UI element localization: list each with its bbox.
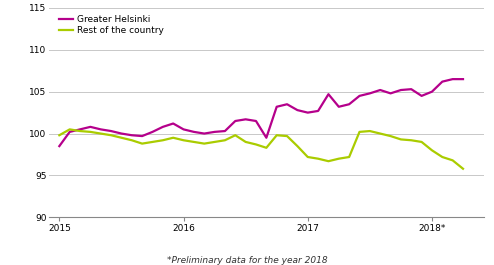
Rest of the country [460,167,466,170]
Rest of the country [98,132,104,135]
Rest of the country [87,130,93,134]
Greater Helsinki [139,134,145,138]
Line: Rest of the country: Rest of the country [59,129,463,169]
Rest of the country [408,139,414,142]
Greater Helsinki [418,94,424,98]
Greater Helsinki [108,130,114,133]
Rest of the country [284,134,290,138]
Rest of the country [201,142,207,145]
Greater Helsinki [181,128,187,131]
Rest of the country [160,139,166,142]
Rest of the country [357,130,363,134]
Greater Helsinki [67,130,73,134]
Rest of the country [232,134,238,137]
Rest of the country [367,130,373,133]
Rest of the country [336,157,342,160]
Greater Helsinki [150,130,156,134]
Legend: Greater Helsinki, Rest of the country: Greater Helsinki, Rest of the country [58,15,165,36]
Greater Helsinki [305,111,311,114]
Rest of the country [253,143,259,146]
Greater Helsinki [326,92,331,96]
Greater Helsinki [429,90,435,93]
Greater Helsinki [460,78,466,81]
Rest of the country [315,157,321,160]
Greater Helsinki [357,94,363,98]
Greater Helsinki [315,109,321,113]
Greater Helsinki [243,118,248,121]
Rest of the country [56,134,62,137]
Rest of the country [243,140,248,144]
Greater Helsinki [439,80,445,83]
Greater Helsinki [87,125,93,129]
Rest of the country [429,149,435,152]
Rest of the country [150,140,156,144]
Rest of the country [418,140,424,144]
Rest of the country [450,159,455,162]
Text: *Preliminary data for the year 2018: *Preliminary data for the year 2018 [166,256,328,265]
Greater Helsinki [77,128,83,131]
Greater Helsinki [201,132,207,135]
Greater Helsinki [408,88,414,91]
Rest of the country [263,146,269,149]
Rest of the country [222,139,228,142]
Greater Helsinki [294,109,300,112]
Rest of the country [346,155,352,158]
Greater Helsinki [388,92,394,95]
Rest of the country [129,139,135,142]
Rest of the country [181,139,187,142]
Greater Helsinki [170,122,176,125]
Greater Helsinki [263,136,269,139]
Rest of the country [211,140,217,144]
Rest of the country [326,160,331,163]
Greater Helsinki [274,105,280,108]
Greater Helsinki [98,128,104,131]
Rest of the country [191,140,197,144]
Greater Helsinki [398,89,404,92]
Greater Helsinki [119,132,124,135]
Rest of the country [77,130,83,133]
Rest of the country [439,155,445,158]
Greater Helsinki [450,78,455,81]
Rest of the country [388,134,394,138]
Greater Helsinki [253,120,259,123]
Greater Helsinki [232,120,238,123]
Greater Helsinki [346,103,352,106]
Greater Helsinki [191,130,197,134]
Rest of the country [274,134,280,137]
Greater Helsinki [129,134,135,137]
Rest of the country [119,136,124,139]
Greater Helsinki [377,89,383,92]
Rest of the country [377,132,383,135]
Greater Helsinki [160,125,166,129]
Greater Helsinki [284,103,290,106]
Rest of the country [170,136,176,139]
Greater Helsinki [336,105,342,108]
Greater Helsinki [367,92,373,95]
Rest of the country [108,134,114,137]
Greater Helsinki [222,130,228,133]
Rest of the country [398,138,404,141]
Rest of the country [67,128,73,131]
Rest of the country [294,144,300,148]
Line: Greater Helsinki: Greater Helsinki [59,79,463,146]
Rest of the country [305,155,311,158]
Rest of the country [139,142,145,145]
Greater Helsinki [211,130,217,134]
Greater Helsinki [56,144,62,148]
